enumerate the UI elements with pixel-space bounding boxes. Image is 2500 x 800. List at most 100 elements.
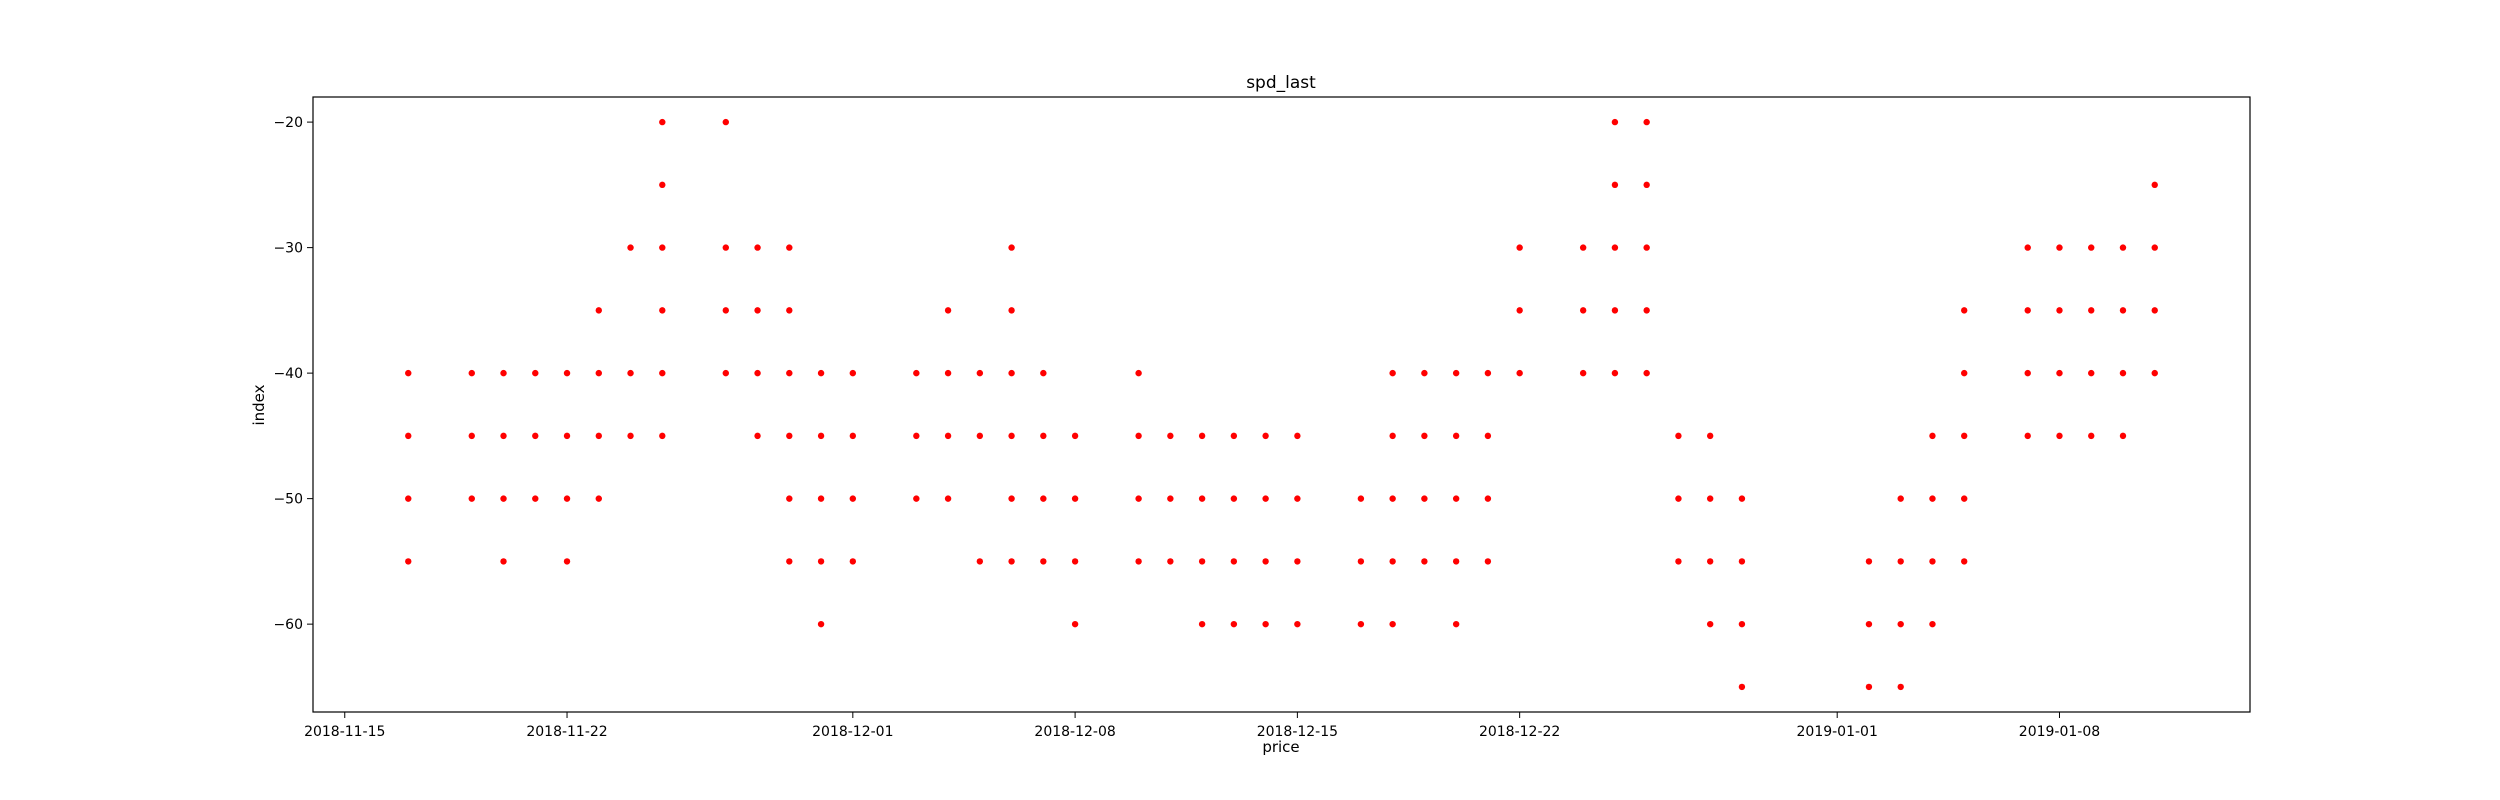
plot-area-frame [312,96,2251,713]
data-point [913,495,920,502]
data-point [468,432,475,440]
data-point [786,495,793,502]
data-point [1643,307,1650,314]
y-tick-label: −50 [273,492,303,508]
data-point [1706,620,1714,628]
data-point [1294,558,1301,565]
data-point [468,495,475,502]
data-point [1929,495,1936,502]
data-point [1389,369,1396,377]
x-tick-label: 2018-11-15 [304,724,385,740]
data-point [722,244,729,251]
data-point [1452,558,1460,565]
data-point [817,620,825,628]
data-point [1675,495,1682,502]
data-point [595,307,602,314]
data-point [1008,244,1015,251]
data-point [2151,307,2158,314]
data-point [1643,369,1650,377]
x-axis-ticks: 2018-11-15 2018-11-22 2018-12-01 2018-12-08… [304,712,2100,740]
data-point [1008,495,1015,502]
data-point [500,558,507,565]
data-point [2119,369,2127,377]
data-point [1421,369,1428,377]
data-point [659,181,666,189]
data-point [849,432,857,440]
data-point [1897,558,1904,565]
data-point [1643,244,1650,251]
data-point [849,495,857,502]
data-point [1008,307,1015,314]
data-point [754,369,761,377]
x-tick-label: 2018-12-22 [1479,724,1560,740]
data-point [2119,307,2127,314]
data-point [1135,432,1142,440]
data-point [1579,244,1587,251]
data-point [1929,620,1936,628]
data-point [849,369,857,377]
data-point [2151,244,2158,251]
data-point [1961,307,1968,314]
data-point [1230,432,1238,440]
data-point [1357,620,1365,628]
data-point [722,307,729,314]
data-point [1071,495,1079,502]
data-point [532,432,539,440]
data-point [1008,432,1015,440]
data-point [1675,558,1682,565]
x-axis-label: price [1262,738,1299,756]
data-point [1389,558,1396,565]
chart-title: spd_last [1246,73,1316,93]
data-point [1452,495,1460,502]
y-axis-label: index [250,384,268,425]
data-point [659,118,666,126]
data-point [1675,432,1682,440]
data-point [1897,683,1904,691]
data-point [2119,244,2127,251]
data-point [1484,495,1492,502]
data-point [1579,369,1587,377]
data-points [405,118,2158,691]
data-point [817,558,825,565]
data-point [1865,558,1873,565]
data-point [1357,495,1365,502]
data-point [1040,369,1047,377]
data-point [2151,181,2158,189]
data-point [1611,118,1619,126]
data-point [532,369,539,377]
data-point [1738,620,1746,628]
data-point [405,432,412,440]
data-point [786,432,793,440]
data-point [627,244,634,251]
data-point [627,369,634,377]
y-axis-ticks: −20 −30 −40 −50 −60 [273,115,313,633]
data-point [1961,369,1968,377]
data-point [2024,244,2031,251]
data-point [1071,620,1079,628]
data-point [1611,244,1619,251]
data-point [944,307,952,314]
data-point [1262,620,1269,628]
data-point [1484,558,1492,565]
data-point [1294,495,1301,502]
y-tick-label: −40 [273,366,303,382]
data-point [1167,558,1174,565]
data-point [1135,558,1142,565]
data-point [659,307,666,314]
data-point [659,369,666,377]
data-point [913,432,920,440]
data-point [1198,432,1206,440]
data-point [1484,432,1492,440]
data-point [468,369,475,377]
data-point [1008,369,1015,377]
data-point [2119,432,2127,440]
x-tick-label: 2018-12-08 [1034,724,1115,740]
data-point [1389,432,1396,440]
data-point [1262,432,1269,440]
data-point [1643,118,1650,126]
data-point [659,432,666,440]
x-tick-label: 2018-11-22 [526,724,607,740]
data-point [1516,369,1523,377]
data-point [786,244,793,251]
